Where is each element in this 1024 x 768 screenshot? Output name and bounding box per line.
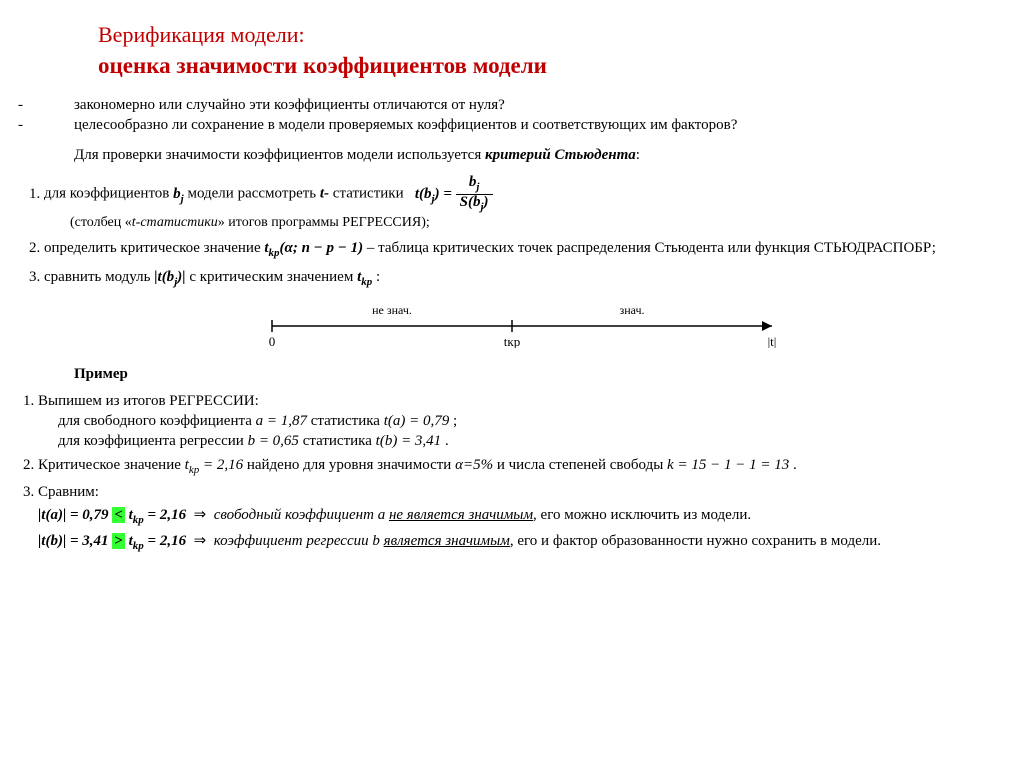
example-2: Критическое значение tkp = 2,16 найдено … (38, 455, 1006, 478)
step-2: определить критическое значение tkp(α; n… (44, 238, 1006, 261)
intro-prefix: Для проверки значимости коэффициентов мо… (74, 147, 485, 163)
step2-before: определить критическое значение (44, 240, 264, 256)
number-line-diagram: 0 tкр |t| не знач. знач. (18, 296, 1006, 354)
example-title: Пример (74, 364, 1006, 384)
ex1-line1: для свободного коэффициента a = 1,87 ста… (58, 411, 1006, 431)
step-3: сравнить модуль |t(bj)| с критическим зн… (44, 267, 1006, 290)
ex3-line1: |t(a)| = 0,79 < tkp = 2,16 ⇒ свободный к… (38, 505, 1006, 528)
step1-note: (столбец «t-статистики» итогов программы… (70, 214, 1006, 233)
ex3-head: Сравним: (38, 484, 99, 500)
tick-t: |t| (768, 334, 777, 348)
step3-abs: |t(bj)| (154, 269, 185, 285)
example-list: Выпишем из итогов РЕГРЕССИИ: для свободн… (18, 391, 1006, 555)
steps-list: для коэффициентов bj модели рассмотреть … (18, 175, 1006, 290)
step1-t: t- (320, 186, 329, 202)
tick-0: 0 (269, 334, 276, 348)
step1-stat-word: статистики (333, 186, 408, 202)
intro-line: Для проверки значимости коэффициентов мо… (74, 145, 1006, 165)
ex3-line2: |t(b)| = 3,41 > tkp = 2,16 ⇒ коэффициент… (38, 531, 1006, 554)
ex1-line2: для коэффициента регрессии b = 0,65 стат… (58, 431, 1006, 451)
step3-mid: с критическим значением (189, 269, 357, 285)
question-1: закономерно или случайно эти коэффициент… (18, 95, 1006, 115)
question-2: целесообразно ли сохранение в модели про… (18, 115, 1006, 135)
slide-heading-title: оценка значимости коэффициентов модели (98, 50, 1006, 81)
step-1: для коэффициентов bj модели рассмотреть … (44, 175, 1006, 232)
step2-after: – таблица критических точек распределени… (367, 240, 936, 256)
example-1: Выпишем из итогов РЕГРЕССИИ: для свободн… (38, 391, 1006, 452)
step1-bj: bj (173, 186, 184, 202)
step3-after: : (376, 269, 380, 285)
ex1-head: Выпишем из итогов РЕГРЕССИИ: (38, 393, 259, 409)
step2-args: (α; n − p − 1) (280, 240, 364, 256)
step3-tkp: tkp (357, 269, 372, 285)
step1-before: для коэффициентов (44, 186, 173, 202)
label-right: знач. (619, 303, 644, 317)
step1-mid: модели рассмотреть (187, 186, 319, 202)
intro-suffix: : (636, 147, 640, 163)
example-3: Сравним: |t(a)| = 0,79 < tkp = 2,16 ⇒ св… (38, 482, 1006, 554)
step1-fraction: bj S(bj) (456, 175, 493, 213)
tick-tkr: tкр (504, 334, 520, 348)
intro-term: критерий Стьюдента (485, 147, 636, 163)
slide-heading-pretitle: Верификация модели: (98, 20, 1006, 50)
label-left: не знач. (372, 303, 412, 317)
step3-before: сравнить модуль (44, 269, 154, 285)
greater-than-highlight: > (112, 533, 125, 549)
question-list: закономерно или случайно эти коэффициент… (18, 95, 1006, 136)
step2-tkp: tkp (264, 240, 279, 256)
step1-formula: t(bj) = (415, 186, 456, 202)
less-than-highlight: < (112, 507, 125, 523)
